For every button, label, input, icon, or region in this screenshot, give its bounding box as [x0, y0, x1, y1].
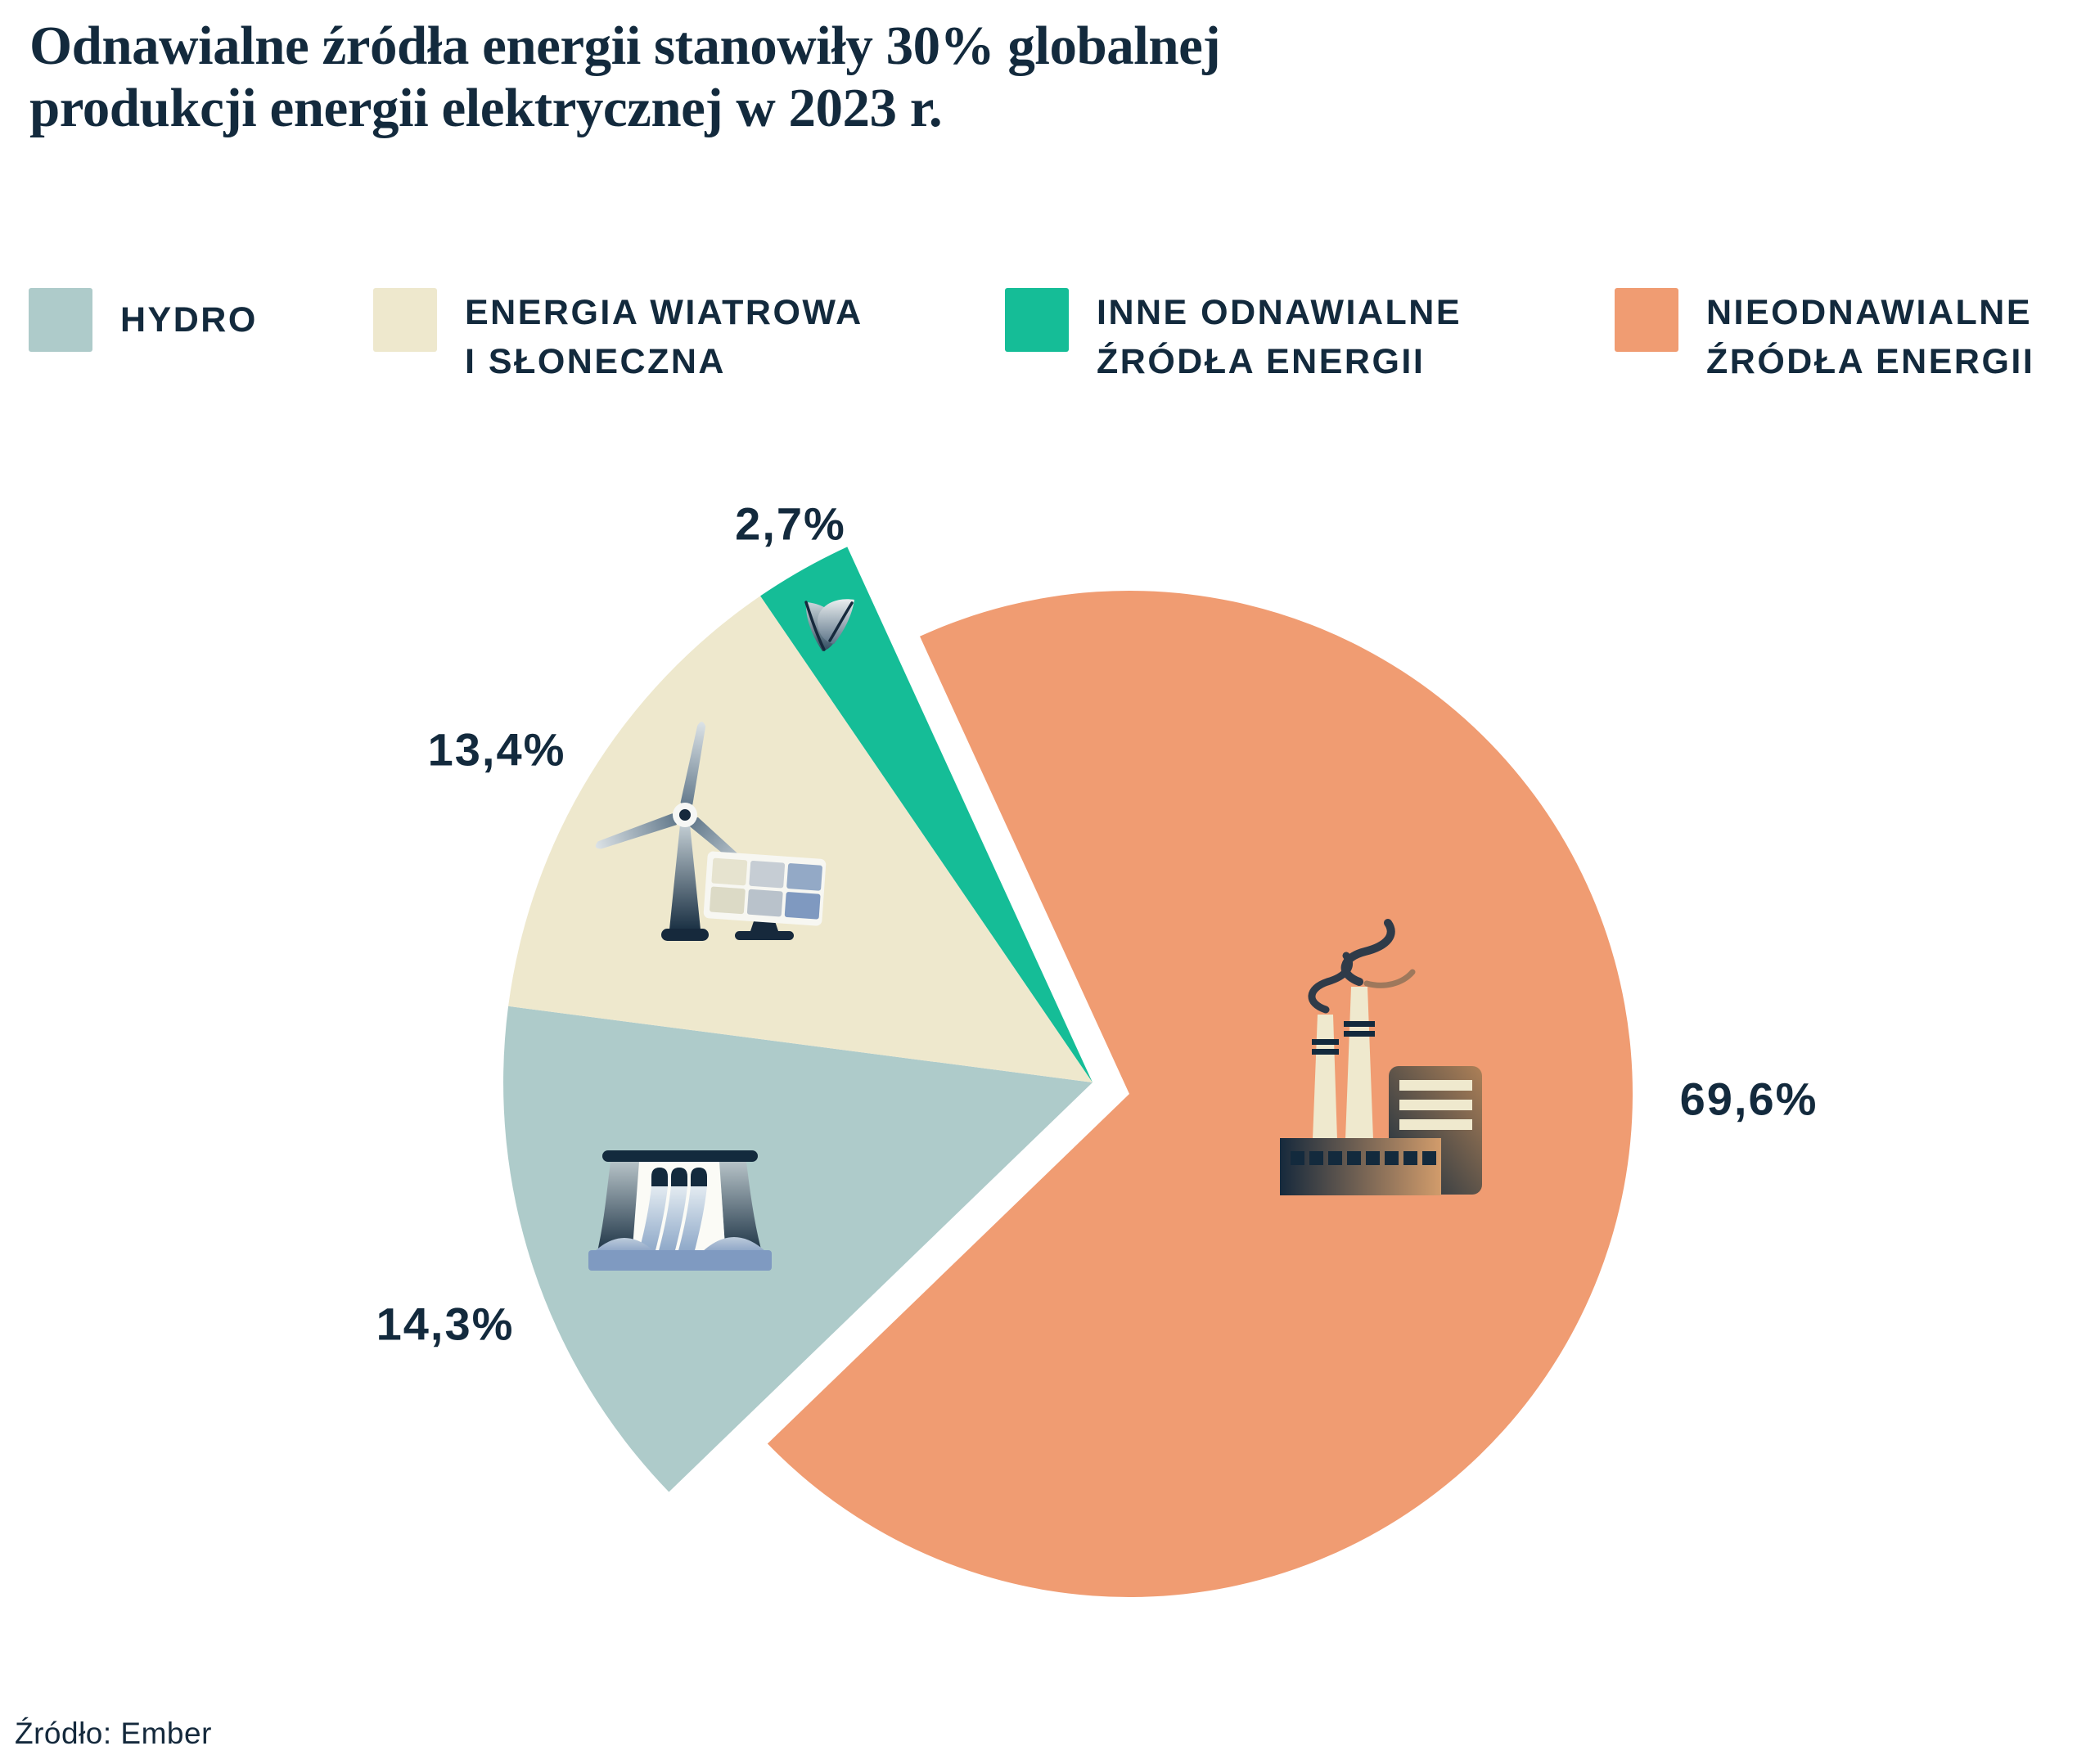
- factory-icon: [1280, 919, 1482, 1195]
- value-label-other-renewables: 2,7%: [735, 497, 846, 550]
- legend-label-line: HYDRO: [120, 300, 258, 340]
- legend-label-hydro: HYDRO: [120, 288, 258, 352]
- legend-swatch-non-renewables: [1615, 288, 1678, 352]
- legend-label-line: I SŁONECZNA: [465, 342, 726, 381]
- pie-slice-non_renewables: [767, 590, 1633, 1597]
- legend-label-non-renewables: NIEODNAWIALNE ŹRÓDŁA ENERGII: [1706, 288, 2034, 386]
- title-line-2: produkcji energii elektrycznej w 2023 r.: [29, 78, 943, 138]
- value-label-hydro: 14,3%: [376, 1298, 515, 1350]
- title-line-1: Odnawialne źródła energii stanowiły 30% …: [29, 16, 1221, 76]
- page-title: Odnawialne źródła energii stanowiły 30% …: [29, 15, 2059, 139]
- solar-panel-icon: [703, 851, 827, 940]
- wind-turbine-icon: [595, 722, 758, 941]
- legend-label-line: ŹRÓDŁA ENERGII: [1097, 342, 1426, 381]
- legend-label-other-renewables: INNE ODNAWIALNE ŹRÓDŁA ENERGII: [1097, 288, 1462, 386]
- legend-label-line: NIEODNAWIALNE: [1706, 293, 2032, 332]
- legend-label-line: ENERGIA WIATROWA: [465, 293, 863, 332]
- pie-slices-group: [503, 547, 1633, 1597]
- legend-swatch-other-renewables: [1005, 288, 1069, 352]
- legend-item-non-renewables: NIEODNAWIALNE ŹRÓDŁA ENERGII: [1615, 288, 2034, 386]
- legend-swatch-wind-solar: [373, 288, 437, 352]
- pie-slice-wind_solar: [508, 596, 1093, 1082]
- dam-icon: [588, 1150, 772, 1271]
- legend-item-wind-solar: ENERGIA WIATROWA I SŁONECZNA: [373, 288, 863, 386]
- leaf-icon: [804, 599, 854, 651]
- pie-slice-hydro: [503, 1006, 1093, 1492]
- legend-swatch-hydro: [29, 288, 92, 352]
- legend-label-line: ŹRÓDŁA ENERGII: [1706, 342, 2035, 381]
- legend-label-wind-solar: ENERGIA WIATROWA I SŁONECZNA: [465, 288, 863, 386]
- source-note: Źródło: Ember: [15, 1717, 212, 1750]
- legend-label-line: INNE ODNAWIALNE: [1097, 293, 1462, 332]
- value-label-non-renewables: 69,6%: [1679, 1073, 1818, 1125]
- value-label-wind-solar: 13,4%: [427, 723, 566, 776]
- pie-slice-other_renewables: [760, 547, 1093, 1082]
- legend-item-hydro: HYDRO: [29, 288, 258, 352]
- legend-item-other-renewables: INNE ODNAWIALNE ŹRÓDŁA ENERGII: [1005, 288, 1462, 386]
